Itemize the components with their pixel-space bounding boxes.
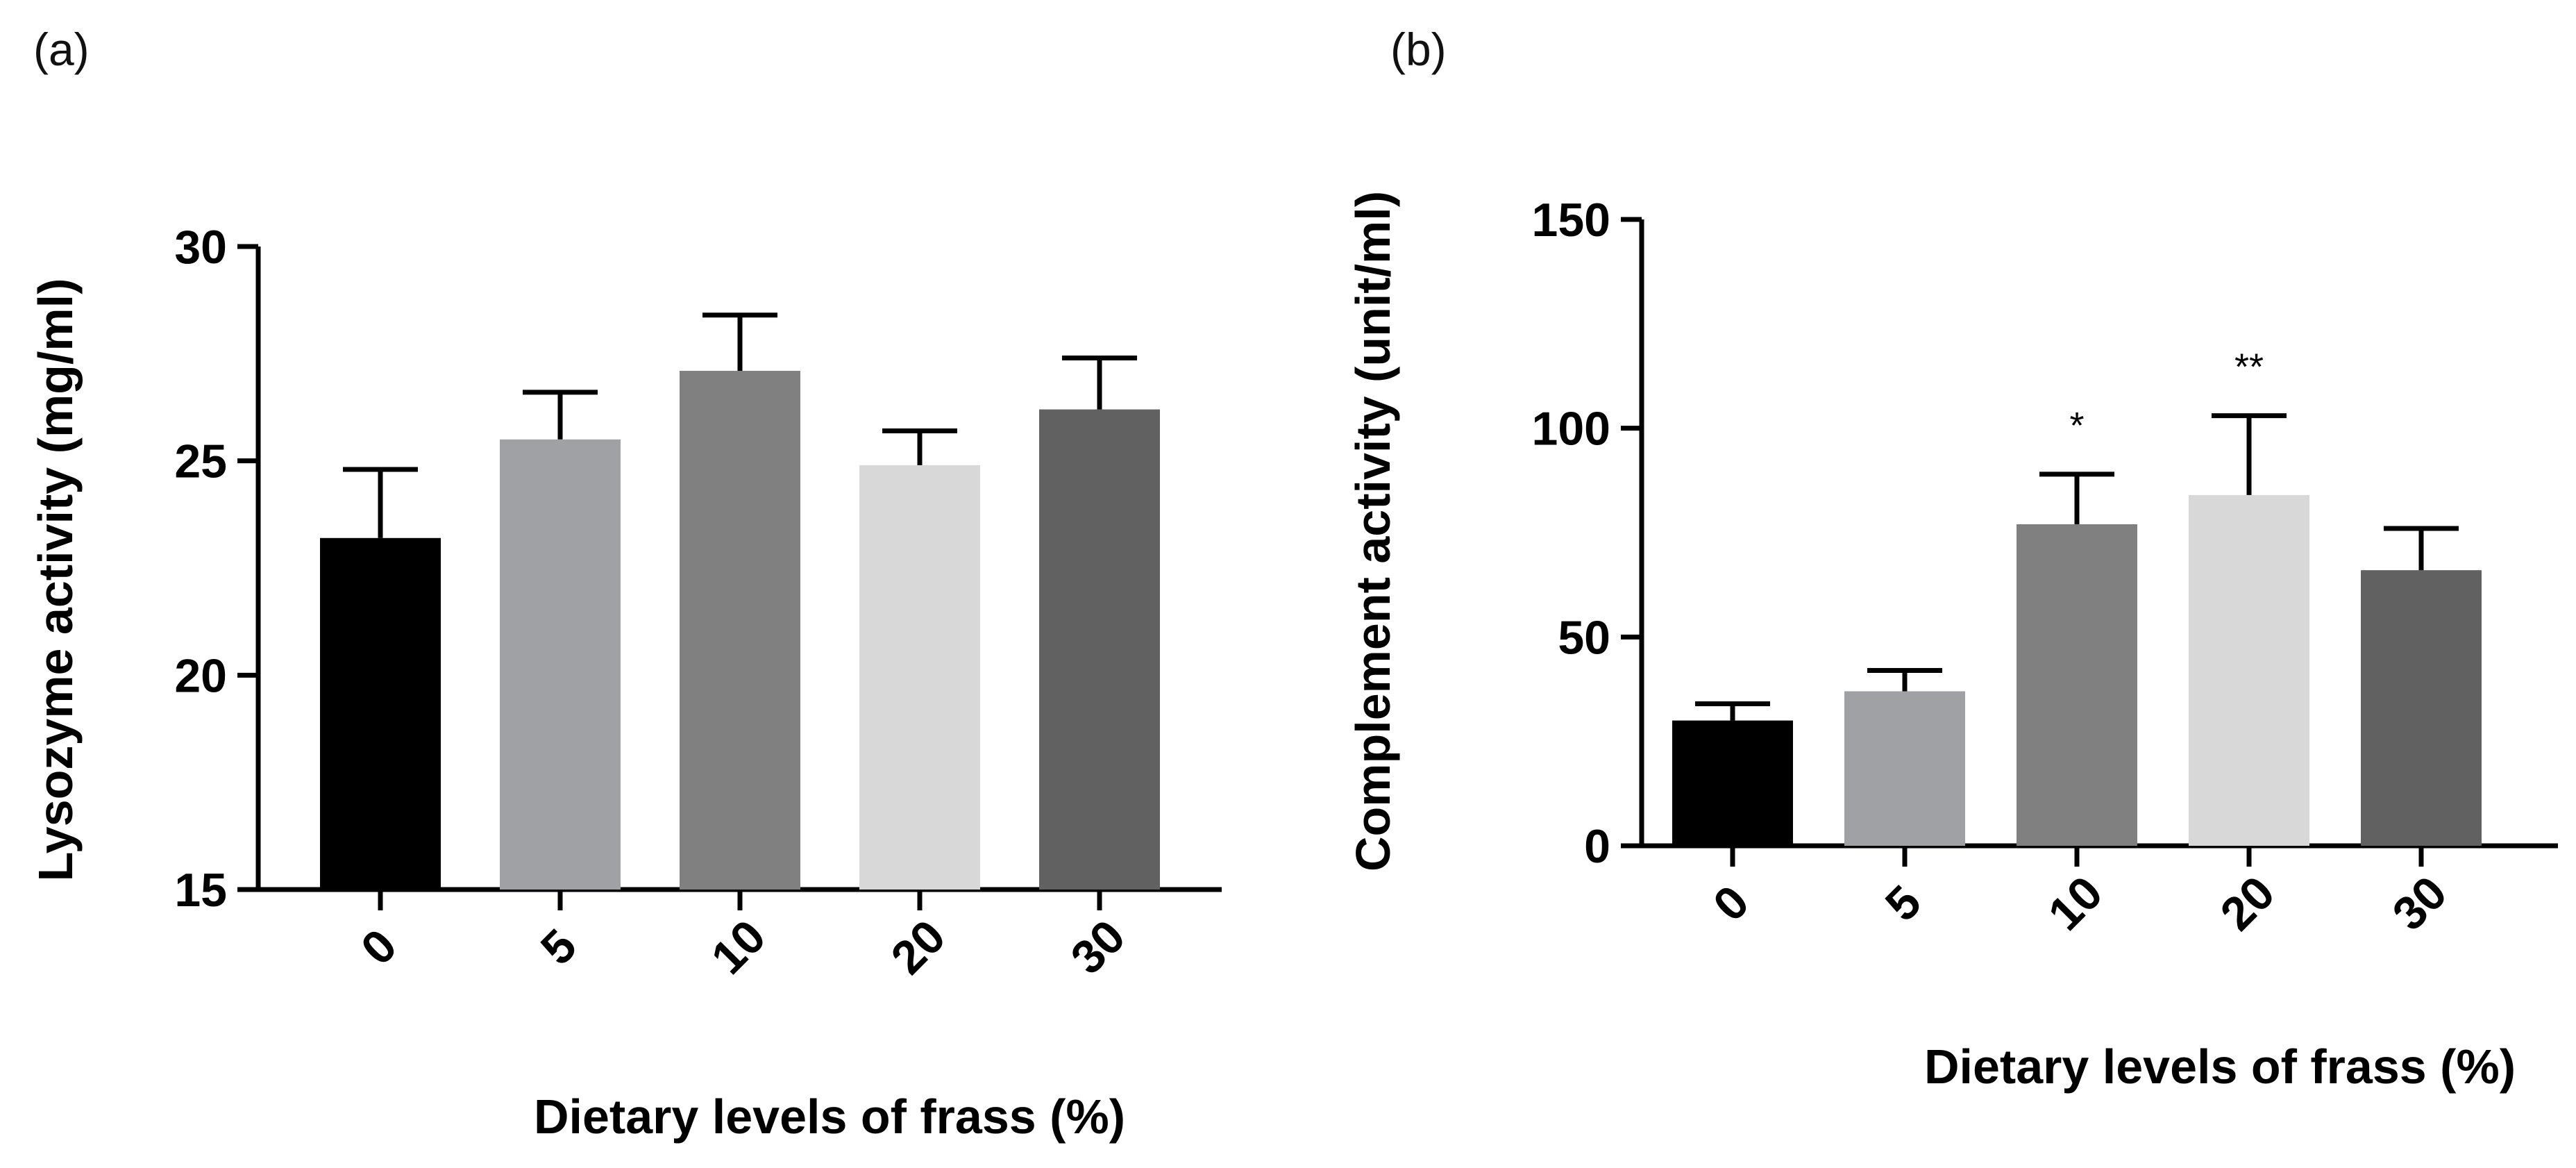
- y-tick-label-a-3: 30: [174, 221, 227, 274]
- bar-a-10: [680, 371, 800, 890]
- x-tick-label-b-10: 10: [2038, 866, 2112, 940]
- x-tick-label-a-5: 5: [531, 919, 587, 975]
- bars-b: [1672, 494, 2482, 846]
- error-bars-a: [343, 312, 1137, 538]
- error-bar-b-0: [1695, 701, 1770, 721]
- panel-label-a: (a): [33, 24, 90, 75]
- bars-a: [320, 371, 1160, 890]
- error-bar-a-20: [882, 428, 957, 465]
- x-axis-title-a: Dietary levels of frass (%): [534, 1090, 1125, 1144]
- error-bars-b: [1695, 413, 2459, 721]
- y-tick-label-a-0: 15: [174, 864, 227, 917]
- significance-b-10: *: [2069, 405, 2084, 447]
- x-tick-label-a-20: 20: [881, 910, 955, 984]
- error-bar-a-0: [343, 467, 418, 538]
- significance-b-20: **: [2234, 347, 2264, 388]
- y-tick-label-a-1: 20: [174, 649, 227, 702]
- x-tick-label-a-0: 0: [351, 919, 407, 975]
- x-axis-title-b: Dietary levels of frass (%): [1924, 1040, 2516, 1094]
- error-bar-a-30: [1062, 356, 1137, 410]
- bar-a-5: [500, 439, 621, 890]
- x-tick-label-b-5: 5: [1876, 876, 1931, 931]
- bar-b-30: [2361, 570, 2482, 846]
- y-tick-label-b-1: 50: [1558, 611, 1610, 664]
- panel-label-b: (b): [1390, 24, 1447, 75]
- bar-b-20: [2189, 494, 2309, 846]
- bar-b-0: [1672, 720, 1793, 846]
- error-bar-a-5: [523, 390, 598, 440]
- error-bar-b-5: [1867, 667, 1942, 692]
- x-tick-label-b-30: 30: [2382, 866, 2457, 940]
- bar-a-30: [1039, 409, 1160, 890]
- bar-b-5: [1844, 691, 1965, 846]
- bar-a-0: [320, 537, 441, 890]
- chart-b: (b) Complement activity (unit/ml) Dietar…: [1346, 24, 2558, 1094]
- bar-a-20: [859, 465, 980, 890]
- y-ticks-b: 0 50 100 150: [1532, 194, 1642, 873]
- y-tick-label-b-3: 150: [1532, 194, 1610, 247]
- x-tick-label-b-0: 0: [1703, 876, 1759, 931]
- error-bar-b-20: [2212, 413, 2287, 495]
- error-bar-b-30: [2384, 526, 2459, 571]
- bar-b-10: [2017, 524, 2137, 846]
- y-ticks-a: 15 20 25 30: [174, 221, 258, 917]
- y-tick-label-b-0: 0: [1584, 820, 1610, 873]
- y-tick-label-b-2: 100: [1532, 403, 1610, 456]
- x-tick-label-a-30: 30: [1061, 910, 1135, 984]
- x-tick-label-a-10: 10: [701, 910, 775, 984]
- chart-a: (a) Lysozyme activity (mg/ml) Dietary le…: [28, 24, 1222, 1144]
- y-axis-title-a: Lysozyme activity (mg/ml): [28, 278, 83, 882]
- y-axis-title-b: Complement activity (unit/ml): [1346, 191, 1400, 871]
- y-tick-label-a-2: 25: [174, 435, 227, 488]
- x-ticks-a: 0 5 10 20 30: [351, 890, 1135, 984]
- error-bar-a-10: [702, 312, 777, 372]
- x-ticks-b: 0 5 10 20 30: [1703, 846, 2457, 940]
- significance-markers-b: ***: [2069, 347, 2264, 447]
- error-bar-b-10: [2039, 472, 2114, 524]
- x-tick-label-b-20: 20: [2210, 866, 2284, 940]
